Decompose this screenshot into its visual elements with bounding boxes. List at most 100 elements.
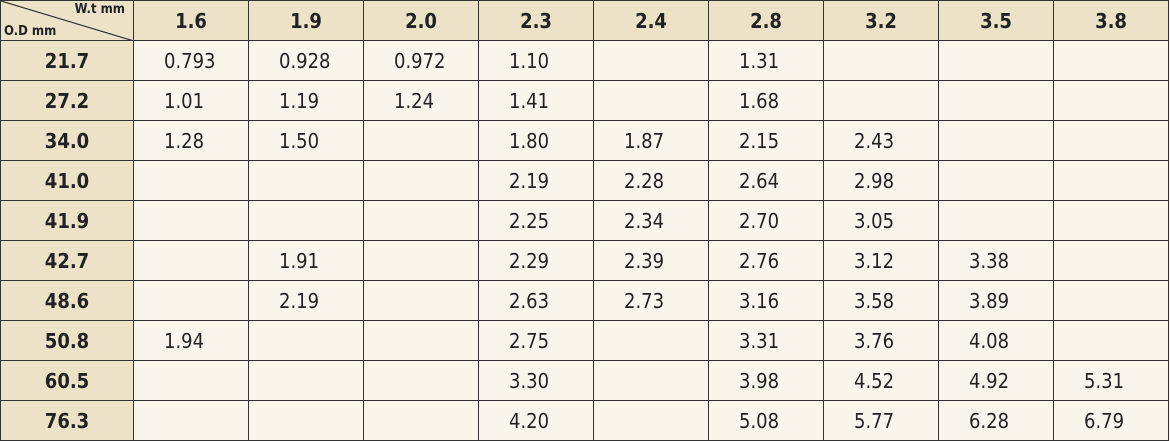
empty-cell — [363, 320, 479, 361]
column-header: 2.0 — [363, 0, 479, 41]
table-row: 42.7 1.91 2.29 2.39 2.76 3.12 3.38 — [0, 240, 1169, 281]
value-cell: 1.24 — [363, 80, 479, 121]
empty-cell — [363, 200, 479, 241]
table-row: 21.7 0.793 0.928 0.972 1.10 1.31 — [0, 40, 1169, 81]
value-cell: 3.58 — [823, 280, 939, 321]
row-header: 21.7 — [0, 40, 134, 81]
empty-cell — [823, 40, 939, 81]
value-cell: 1.10 — [478, 40, 594, 81]
row-axis-label: O.D mm — [4, 24, 57, 39]
value-cell: 2.98 — [823, 160, 939, 201]
value-cell: 2.70 — [708, 200, 824, 241]
table-row: 41.0 2.19 2.28 2.64 2.98 — [0, 160, 1169, 201]
value-cell: 2.73 — [593, 280, 709, 321]
empty-cell — [363, 400, 479, 441]
empty-cell — [1053, 280, 1169, 321]
empty-cell — [133, 240, 249, 281]
value-cell: 4.52 — [823, 360, 939, 401]
value-cell: 3.30 — [478, 360, 594, 401]
header-row: W.t mm O.D mm 1.6 1.9 2.0 2.3 2.4 2.8 3.2 3.5 3.… — [0, 0, 1169, 41]
value-cell: 3.16 — [708, 280, 824, 321]
empty-cell — [363, 280, 479, 321]
empty-cell — [1053, 240, 1169, 281]
value-cell: 2.76 — [708, 240, 824, 281]
value-cell: 4.08 — [938, 320, 1054, 361]
empty-cell — [938, 200, 1054, 241]
row-header: 76.3 — [0, 400, 134, 441]
empty-cell — [938, 160, 1054, 201]
value-cell: 0.793 — [133, 40, 249, 81]
value-cell: 1.68 — [708, 80, 824, 121]
column-header: 2.8 — [708, 0, 824, 41]
empty-cell — [593, 400, 709, 441]
empty-cell — [593, 320, 709, 361]
value-cell: 6.79 — [1053, 400, 1169, 441]
value-cell: 2.63 — [478, 280, 594, 321]
value-cell: 2.43 — [823, 120, 939, 161]
column-header: 3.8 — [1053, 0, 1169, 41]
value-cell: 1.91 — [248, 240, 364, 281]
empty-cell — [593, 40, 709, 81]
value-cell: 1.80 — [478, 120, 594, 161]
table-row: 41.9 2.25 2.34 2.70 3.05 — [0, 200, 1169, 241]
value-cell: 2.29 — [478, 240, 594, 281]
row-header: 27.2 — [0, 80, 134, 121]
value-cell: 2.19 — [248, 280, 364, 321]
value-cell: 3.98 — [708, 360, 824, 401]
table-row: 50.8 1.94 2.75 3.31 3.76 4.08 — [0, 320, 1169, 361]
row-header: 42.7 — [0, 240, 134, 281]
value-cell: 2.19 — [478, 160, 594, 201]
empty-cell — [593, 80, 709, 121]
empty-cell — [248, 200, 364, 241]
row-header: 34.0 — [0, 120, 134, 161]
empty-cell — [1053, 40, 1169, 81]
column-header: 3.5 — [938, 0, 1054, 41]
column-header: 1.9 — [248, 0, 364, 41]
value-cell: 3.05 — [823, 200, 939, 241]
empty-cell — [133, 200, 249, 241]
table-row: 60.5 3.30 3.98 4.52 4.92 5.31 — [0, 360, 1169, 401]
row-header: 60.5 — [0, 360, 134, 401]
value-cell: 2.34 — [593, 200, 709, 241]
diagonal — [1, 1, 134, 41]
column-header: 1.6 — [133, 0, 249, 41]
row-header: 41.9 — [0, 200, 134, 241]
value-cell: 3.89 — [938, 280, 1054, 321]
empty-cell — [133, 400, 249, 441]
value-cell: 3.31 — [708, 320, 824, 361]
empty-cell — [133, 280, 249, 321]
row-header: 48.6 — [0, 280, 134, 321]
empty-cell — [938, 40, 1054, 81]
column-header: 2.3 — [478, 0, 594, 41]
value-cell: 4.20 — [478, 400, 594, 441]
value-cell: 3.38 — [938, 240, 1054, 281]
value-cell: 2.15 — [708, 120, 824, 161]
value-cell: 1.87 — [593, 120, 709, 161]
value-cell: 3.76 — [823, 320, 939, 361]
empty-cell — [593, 360, 709, 401]
value-cell: 1.01 — [133, 80, 249, 121]
empty-cell — [363, 160, 479, 201]
empty-cell — [1053, 320, 1169, 361]
column-axis-label: W.t mm — [74, 2, 125, 17]
table-row: 48.6 2.19 2.63 2.73 3.16 3.58 3.89 — [0, 280, 1169, 321]
empty-cell — [248, 360, 364, 401]
table-row: 27.2 1.01 1.19 1.24 1.41 1.68 — [0, 80, 1169, 121]
value-cell: 1.28 — [133, 120, 249, 161]
empty-cell — [363, 240, 479, 281]
value-cell: 0.972 — [363, 40, 479, 81]
value-cell: 5.77 — [823, 400, 939, 441]
empty-cell — [1053, 80, 1169, 121]
value-cell: 1.50 — [248, 120, 364, 161]
empty-cell — [363, 120, 479, 161]
empty-cell — [1053, 160, 1169, 201]
value-cell: 3.12 — [823, 240, 939, 281]
empty-cell — [823, 80, 939, 121]
column-header: 2.4 — [593, 0, 709, 41]
value-cell: 2.28 — [593, 160, 709, 201]
value-cell: 6.28 — [938, 400, 1054, 441]
value-cell: 2.39 — [593, 240, 709, 281]
empty-cell — [938, 120, 1054, 161]
empty-cell — [248, 400, 364, 441]
empty-cell — [1053, 200, 1169, 241]
